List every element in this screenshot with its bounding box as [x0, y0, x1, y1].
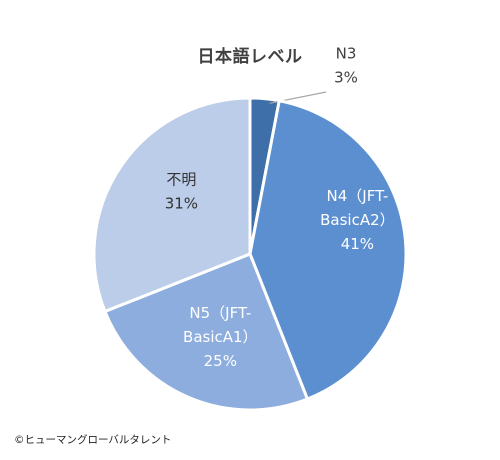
chart-title: 日本語レベル — [197, 47, 303, 67]
pie-slice-n4-jft-basica2 — [248, 99, 408, 401]
slice-value-n4-jft-basica2: 41% — [341, 235, 374, 253]
slice-name-n4-jft-basica2: N4（JFT- — [327, 187, 389, 205]
slice-name-n5-jft-basica1: N5（JFT- — [189, 304, 251, 322]
copyright-text: ©ヒューマングローバルタレント — [14, 434, 172, 446]
slice-name-n5-jft-basica1: BasicA1） — [183, 328, 258, 346]
slice-name-n4-jft-basica2: BasicA2） — [320, 211, 395, 229]
pie-slice-slice — [92, 96, 252, 313]
slice-name-slice: 不明 — [166, 170, 196, 188]
slice-label-n5-jft-basica1: N5（JFT- BasicA1） 25% — [183, 304, 258, 370]
slice-value-n5-jft-basica1: 25% — [204, 352, 237, 370]
slice-name-n3: N3 — [336, 45, 357, 63]
slice-label-slice: 不明 31% — [165, 170, 198, 212]
slice-value-n3: 3% — [334, 69, 358, 87]
slice-label-n4-jft-basica2: N4（JFT- BasicA2） 41% — [320, 187, 395, 253]
slice-value-slice: 31% — [165, 194, 198, 212]
slice-label-n3: N33% — [334, 45, 358, 87]
